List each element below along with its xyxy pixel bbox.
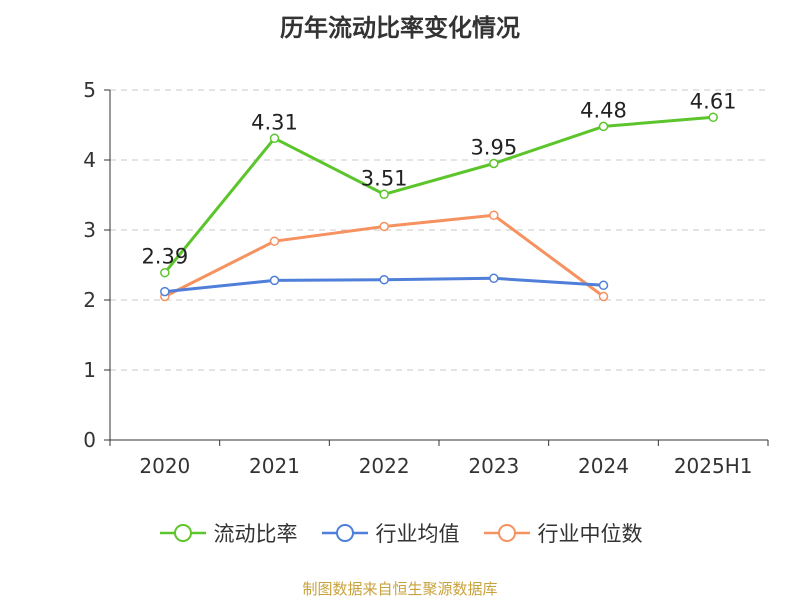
y-tick-label: 4: [83, 148, 96, 172]
x-tick-label: 2025H1: [674, 454, 753, 478]
data-label: 4.48: [580, 98, 627, 122]
data-label: 3.95: [470, 136, 517, 160]
y-tick-label: 2: [83, 288, 96, 312]
legend-label: 行业中位数: [537, 522, 643, 546]
data-point: [489, 158, 499, 169]
data-point: [379, 221, 389, 232]
x-tick-label: 2022: [359, 454, 410, 478]
series-lines: [160, 112, 718, 302]
data-point: [379, 274, 389, 285]
data-point: [598, 280, 609, 291]
data-point: [269, 236, 280, 246]
legend-label: 流动比率: [213, 522, 298, 546]
data-point: [160, 286, 170, 297]
data-label: 4.31: [251, 110, 298, 134]
data-point: [269, 275, 280, 286]
chart-title: 历年流动比率变化情况: [280, 14, 520, 42]
y-tick-label: 3: [83, 218, 96, 242]
series-line: [163, 115, 714, 274]
data-point: [598, 291, 609, 302]
x-tick-label: 2024: [578, 454, 629, 478]
y-tick-label: 1: [83, 358, 96, 382]
grid-lines: [110, 89, 768, 371]
data-label: 4.61: [690, 89, 737, 113]
data-labels: 2.39 4.31 3.51 3.95 4.48 4.61: [141, 89, 736, 268]
legend-item-current-ratio[interactable]: 流动比率: [158, 518, 298, 548]
legend-item-industry-mean[interactable]: 行业均值: [320, 518, 460, 548]
data-point: [489, 210, 499, 221]
legend: 流动比率 行业均值 行业中位数: [0, 518, 800, 548]
data-point: [598, 121, 609, 132]
data-label: 2.39: [141, 245, 188, 269]
data-point: [160, 267, 170, 278]
legend-marker-icon: [321, 524, 368, 542]
x-tick-label: 2021: [249, 454, 300, 478]
legend-label: 行业均值: [375, 522, 460, 546]
legend-marker-icon: [483, 524, 530, 542]
data-label: 3.51: [361, 166, 408, 190]
source-note: 制图数据来自恒生聚源数据库: [302, 580, 498, 598]
data-point: [269, 133, 280, 144]
legend-marker-icon: [159, 524, 206, 542]
axes: 0 1 2 3 4 5 2020 2021 2022 2023 2024 2025H1: [83, 78, 769, 478]
x-tick-label: 2020: [139, 454, 190, 478]
legend-item-industry-median[interactable]: 行业中位数: [482, 518, 643, 548]
y-tick-label: 5: [83, 78, 96, 102]
y-tick-label: 0: [83, 428, 96, 452]
x-tick-label: 2023: [468, 454, 519, 478]
data-point: [708, 112, 718, 123]
data-point: [379, 189, 389, 200]
data-point: [489, 273, 499, 284]
